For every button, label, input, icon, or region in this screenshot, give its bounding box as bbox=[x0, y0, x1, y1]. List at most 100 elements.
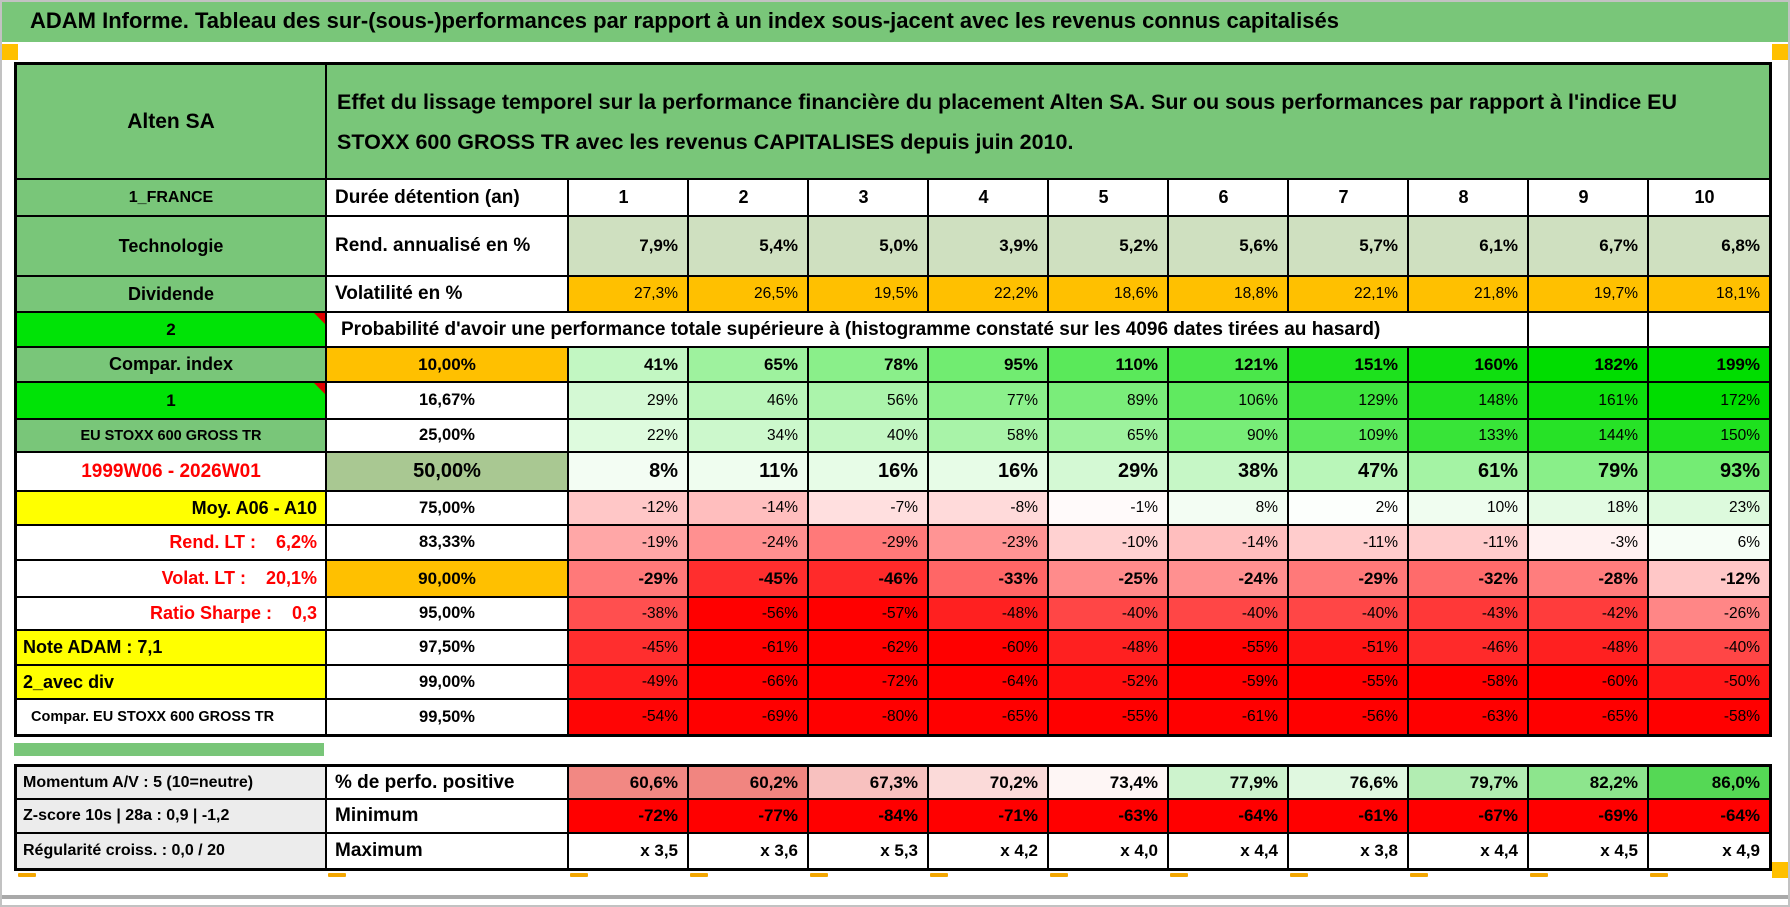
grid-cell[interactable]: 23% bbox=[1649, 492, 1769, 526]
grid-cell[interactable]: -48% bbox=[929, 598, 1049, 631]
grid-cell[interactable]: -72% bbox=[809, 666, 929, 700]
grid-cell[interactable]: 106% bbox=[1169, 383, 1289, 420]
grid-cell[interactable]: -1% bbox=[1049, 492, 1169, 526]
quantile-label[interactable]: Rend. annualisé en % bbox=[327, 217, 569, 277]
row-label[interactable]: Note ADAM : 7,1 bbox=[17, 631, 327, 666]
grid-cell[interactable]: -59% bbox=[1169, 666, 1289, 700]
row-label[interactable]: Technologie bbox=[17, 217, 327, 277]
grid-cell[interactable]: 73,4% bbox=[1049, 767, 1169, 800]
grid-cell[interactable]: 60,6% bbox=[569, 767, 689, 800]
grid-cell[interactable]: 3 bbox=[809, 180, 929, 217]
grid-cell[interactable]: -63% bbox=[1049, 800, 1169, 834]
grid-cell[interactable]: -33% bbox=[929, 561, 1049, 598]
grid-cell[interactable]: -65% bbox=[1529, 700, 1649, 734]
grid-cell[interactable]: 6,7% bbox=[1529, 217, 1649, 277]
grid-cell[interactable]: 148% bbox=[1409, 383, 1529, 420]
quantile-label[interactable]: 83,33% bbox=[327, 526, 569, 561]
grid-cell[interactable]: 8 bbox=[1409, 180, 1529, 217]
grid-cell[interactable]: -56% bbox=[1289, 700, 1409, 734]
grid-cell[interactable]: -28% bbox=[1529, 561, 1649, 598]
row-label[interactable]: 1999W06 - 2026W01 bbox=[17, 453, 327, 492]
grid-cell[interactable]: 60,2% bbox=[689, 767, 809, 800]
grid-cell[interactable]: 79% bbox=[1529, 453, 1649, 492]
grid-cell[interactable]: -69% bbox=[1529, 800, 1649, 834]
grid-cell[interactable]: 90% bbox=[1169, 420, 1289, 453]
quantile-label[interactable]: Durée détention (an) bbox=[327, 180, 569, 217]
grid-cell[interactable]: -56% bbox=[689, 598, 809, 631]
grid-cell[interactable]: 76,6% bbox=[1289, 767, 1409, 800]
grid-cell[interactable]: 182% bbox=[1529, 348, 1649, 383]
grid-cell[interactable]: 19,7% bbox=[1529, 277, 1649, 313]
probability-header[interactable]: Probabilité d'avoir une performance tota… bbox=[327, 313, 1529, 348]
grid-cell[interactable]: 38% bbox=[1169, 453, 1289, 492]
grid-cell[interactable]: -65% bbox=[929, 700, 1049, 734]
row-label[interactable]: 2_avec div bbox=[17, 666, 327, 700]
grid-cell[interactable]: -64% bbox=[929, 666, 1049, 700]
grid-cell[interactable]: 58% bbox=[929, 420, 1049, 453]
grid-cell[interactable]: -60% bbox=[929, 631, 1049, 666]
grid-cell[interactable]: 150% bbox=[1649, 420, 1769, 453]
row-label[interactable]: Compar. EU STOXX 600 GROSS TR bbox=[17, 700, 327, 734]
grid-cell[interactable]: -63% bbox=[1409, 700, 1529, 734]
grid-cell[interactable]: 78% bbox=[809, 348, 929, 383]
grid-cell[interactable]: 67,3% bbox=[809, 767, 929, 800]
grid-cell[interactable]: -61% bbox=[1169, 700, 1289, 734]
grid-cell[interactable]: -38% bbox=[569, 598, 689, 631]
grid-cell[interactable]: -19% bbox=[569, 526, 689, 561]
grid-cell[interactable]: 5,6% bbox=[1169, 217, 1289, 277]
grid-cell[interactable]: 34% bbox=[689, 420, 809, 453]
row-label[interactable]: Moy. A06 - A10 bbox=[17, 492, 327, 526]
grid-cell[interactable]: -64% bbox=[1649, 800, 1769, 834]
row-label[interactable]: Ratio Sharpe : 0,3 bbox=[17, 598, 327, 631]
grid-cell[interactable]: 199% bbox=[1649, 348, 1769, 383]
grid-cell[interactable]: 27,3% bbox=[569, 277, 689, 313]
row-label[interactable]: 1 bbox=[17, 383, 327, 420]
grid-cell[interactable]: 29% bbox=[1049, 453, 1169, 492]
grid-cell[interactable]: 82,2% bbox=[1529, 767, 1649, 800]
grid-cell[interactable]: 8% bbox=[569, 453, 689, 492]
row-label[interactable]: Régularité croiss. : 0,0 / 20 bbox=[17, 834, 327, 868]
grid-cell[interactable]: -10% bbox=[1049, 526, 1169, 561]
grid-cell[interactable]: 6 bbox=[1169, 180, 1289, 217]
grid-cell[interactable]: -8% bbox=[929, 492, 1049, 526]
grid-cell[interactable]: -51% bbox=[1289, 631, 1409, 666]
grid-cell[interactable]: 40% bbox=[809, 420, 929, 453]
grid-cell[interactable]: -40% bbox=[1169, 598, 1289, 631]
grid-cell[interactable]: 22,1% bbox=[1289, 277, 1409, 313]
grid-cell[interactable]: -24% bbox=[1169, 561, 1289, 598]
grid-cell[interactable]: -26% bbox=[1649, 598, 1769, 631]
grid-cell[interactable]: 129% bbox=[1289, 383, 1409, 420]
grid-cell[interactable]: 65% bbox=[1049, 420, 1169, 453]
grid-cell[interactable]: 11% bbox=[689, 453, 809, 492]
grid-cell[interactable]: 5,7% bbox=[1289, 217, 1409, 277]
quantile-label[interactable]: 16,67% bbox=[327, 383, 569, 420]
grid-cell[interactable]: 4 bbox=[929, 180, 1049, 217]
grid-cell[interactable]: -71% bbox=[929, 800, 1049, 834]
grid-cell[interactable]: -58% bbox=[1409, 666, 1529, 700]
grid-cell[interactable]: -55% bbox=[1169, 631, 1289, 666]
grid-cell[interactable]: -40% bbox=[1649, 631, 1769, 666]
grid-cell[interactable]: -46% bbox=[809, 561, 929, 598]
grid-cell[interactable]: 160% bbox=[1409, 348, 1529, 383]
grid-cell[interactable]: -84% bbox=[809, 800, 929, 834]
grid-cell[interactable]: -67% bbox=[1409, 800, 1529, 834]
grid-cell[interactable]: 7 bbox=[1289, 180, 1409, 217]
stat-label[interactable]: Maximum bbox=[327, 834, 569, 868]
grid-cell[interactable]: 95% bbox=[929, 348, 1049, 383]
grid-cell[interactable]: -55% bbox=[1049, 700, 1169, 734]
quantile-label[interactable]: 75,00% bbox=[327, 492, 569, 526]
grid-cell[interactable]: 1 bbox=[569, 180, 689, 217]
grid-cell[interactable]: 22,2% bbox=[929, 277, 1049, 313]
grid-cell[interactable]: -64% bbox=[1169, 800, 1289, 834]
grid-cell[interactable]: 5,2% bbox=[1049, 217, 1169, 277]
grid-cell[interactable]: 16% bbox=[929, 453, 1049, 492]
grid-cell[interactable]: 7,9% bbox=[569, 217, 689, 277]
grid-cell[interactable]: -29% bbox=[809, 526, 929, 561]
grid-cell[interactable]: -55% bbox=[1289, 666, 1409, 700]
grid-cell[interactable]: 10 bbox=[1649, 180, 1769, 217]
grid-cell[interactable]: -43% bbox=[1409, 598, 1529, 631]
grid-cell[interactable]: 10% bbox=[1409, 492, 1529, 526]
grid-cell[interactable]: 5 bbox=[1049, 180, 1169, 217]
grid-cell[interactable]: 22% bbox=[569, 420, 689, 453]
empty-cell[interactable] bbox=[1649, 313, 1769, 348]
